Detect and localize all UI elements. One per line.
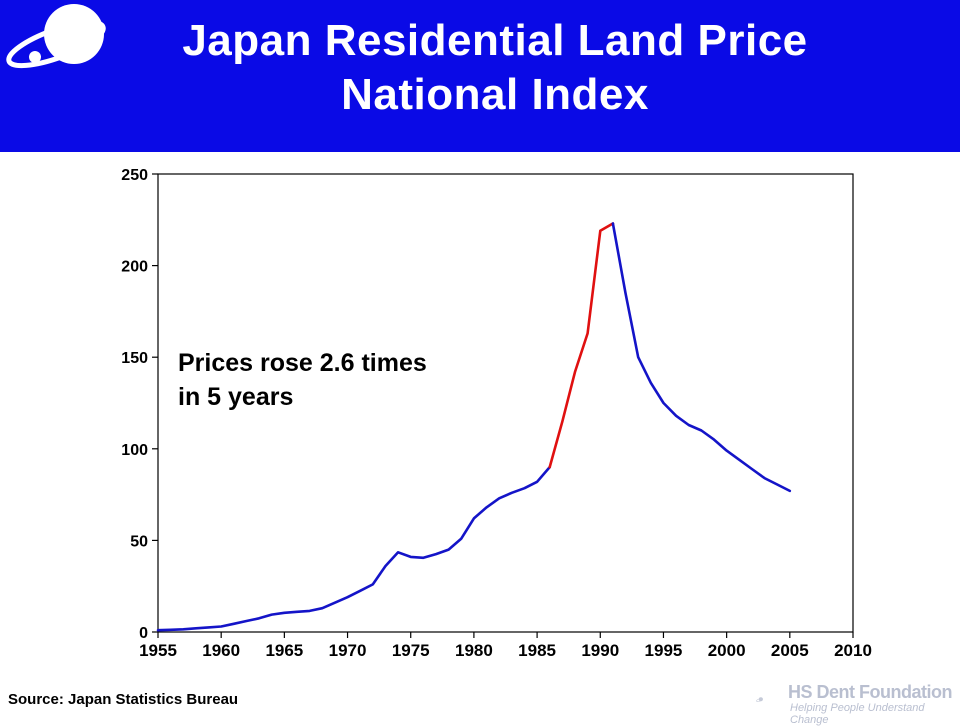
footer-brand-name: HS Dent Foundation xyxy=(788,682,952,702)
footer-globe-icon xyxy=(756,697,763,702)
globe-logo-icon xyxy=(6,4,106,69)
chart-annotation: Prices rose 2.6 times in 5 years xyxy=(178,346,427,414)
title-line-2: National Index xyxy=(341,70,649,119)
y-tick-label: 50 xyxy=(130,533,148,550)
x-tick-label: 1995 xyxy=(645,641,683,660)
x-tick-label: 1980 xyxy=(455,641,493,660)
x-tick-label: 2005 xyxy=(771,641,809,660)
footer-tagline: Helping People Understand Change xyxy=(790,702,925,726)
x-tick-label: 2000 xyxy=(708,641,746,660)
series-line-2 xyxy=(548,222,615,469)
y-tick-label: 0 xyxy=(139,625,148,642)
y-tick-label: 150 xyxy=(121,350,148,367)
x-tick-label: 1960 xyxy=(202,641,240,660)
x-tick-label: 1955 xyxy=(139,641,177,660)
land-price-chart: 0 50 100 150 200 250 1955 1960 1965 1970 1975 1980 1… xyxy=(121,167,872,660)
y-tick-label: 200 xyxy=(121,259,148,276)
annotation-line-2: in 5 years xyxy=(178,383,294,411)
x-tick-label: 1965 xyxy=(265,641,303,660)
plot-frame xyxy=(157,173,854,633)
page-title: Japan Residential Land Price National In… xyxy=(110,14,880,122)
x-tick-label: 1985 xyxy=(518,641,556,660)
x-tick-label: 1990 xyxy=(581,641,619,660)
y-tick-label: 100 xyxy=(121,442,148,459)
header-banner: Japan Residential Land Price National In… xyxy=(0,0,960,152)
x-tick-label: 1975 xyxy=(392,641,430,660)
annotation-line-1: Prices rose 2.6 times xyxy=(178,349,427,377)
series-line-3 xyxy=(611,222,792,493)
title-line-1: Japan Residential Land Price xyxy=(182,16,808,65)
y-tick-label: 250 xyxy=(121,167,148,184)
x-tick-label: 1970 xyxy=(329,641,367,660)
series-line-1 xyxy=(156,465,551,632)
source-note: Source: Japan Statistics Bureau xyxy=(8,691,239,708)
x-tick-label: 2010 xyxy=(834,641,872,660)
